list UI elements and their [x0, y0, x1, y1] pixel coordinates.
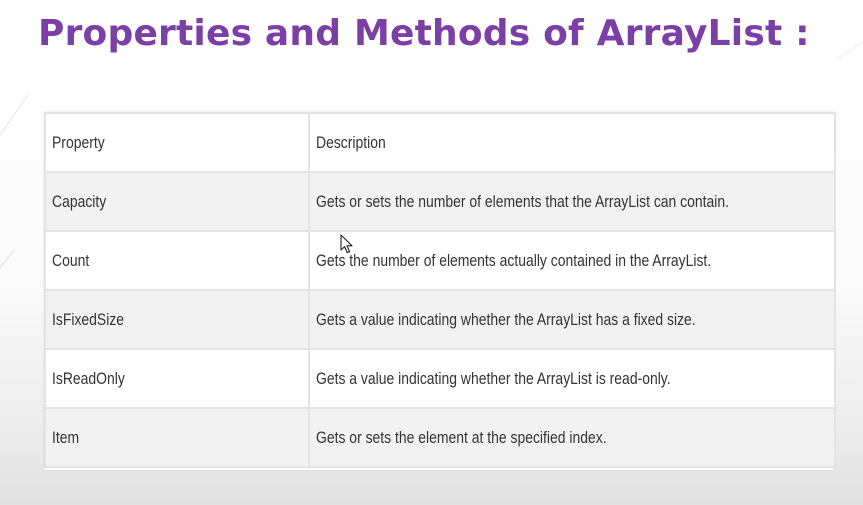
- table-row: IsReadOnly Gets a value indicating wheth…: [44, 348, 836, 409]
- column-header-property: Property: [44, 112, 310, 173]
- mouse-cursor-icon: [340, 234, 353, 254]
- table-row: IsFixedSize Gets a value indicating whet…: [44, 289, 836, 350]
- property-name-cell: Count: [44, 230, 310, 291]
- slide-title: Properties and Methods of ArrayList :: [38, 13, 810, 54]
- property-description-cell: Gets the number of elements actually con…: [308, 230, 836, 291]
- table-row: Count Gets the number of elements actual…: [44, 230, 836, 291]
- table-row: Item Gets or sets the element at the spe…: [44, 407, 836, 468]
- property-description-cell: Gets or sets the number of elements that…: [308, 171, 836, 232]
- column-header-description: Description: [308, 112, 836, 173]
- property-name-cell: IsFixedSize: [44, 289, 310, 350]
- property-name-cell: Item: [44, 407, 310, 468]
- property-description-cell: Gets a value indicating whether the Arra…: [308, 289, 836, 350]
- table-row: Capacity Gets or sets the number of elem…: [44, 171, 836, 232]
- property-table: Property Description Capacity Gets or se…: [44, 112, 836, 468]
- property-name-cell: IsReadOnly: [44, 348, 310, 409]
- property-name-cell: Capacity: [44, 171, 310, 232]
- property-description-cell: Gets or sets the element at the specifie…: [308, 407, 836, 468]
- property-table-container: Property Description Capacity Gets or se…: [44, 112, 836, 470]
- table-header-row: Property Description: [44, 112, 836, 173]
- property-description-cell: Gets a value indicating whether the Arra…: [308, 348, 836, 409]
